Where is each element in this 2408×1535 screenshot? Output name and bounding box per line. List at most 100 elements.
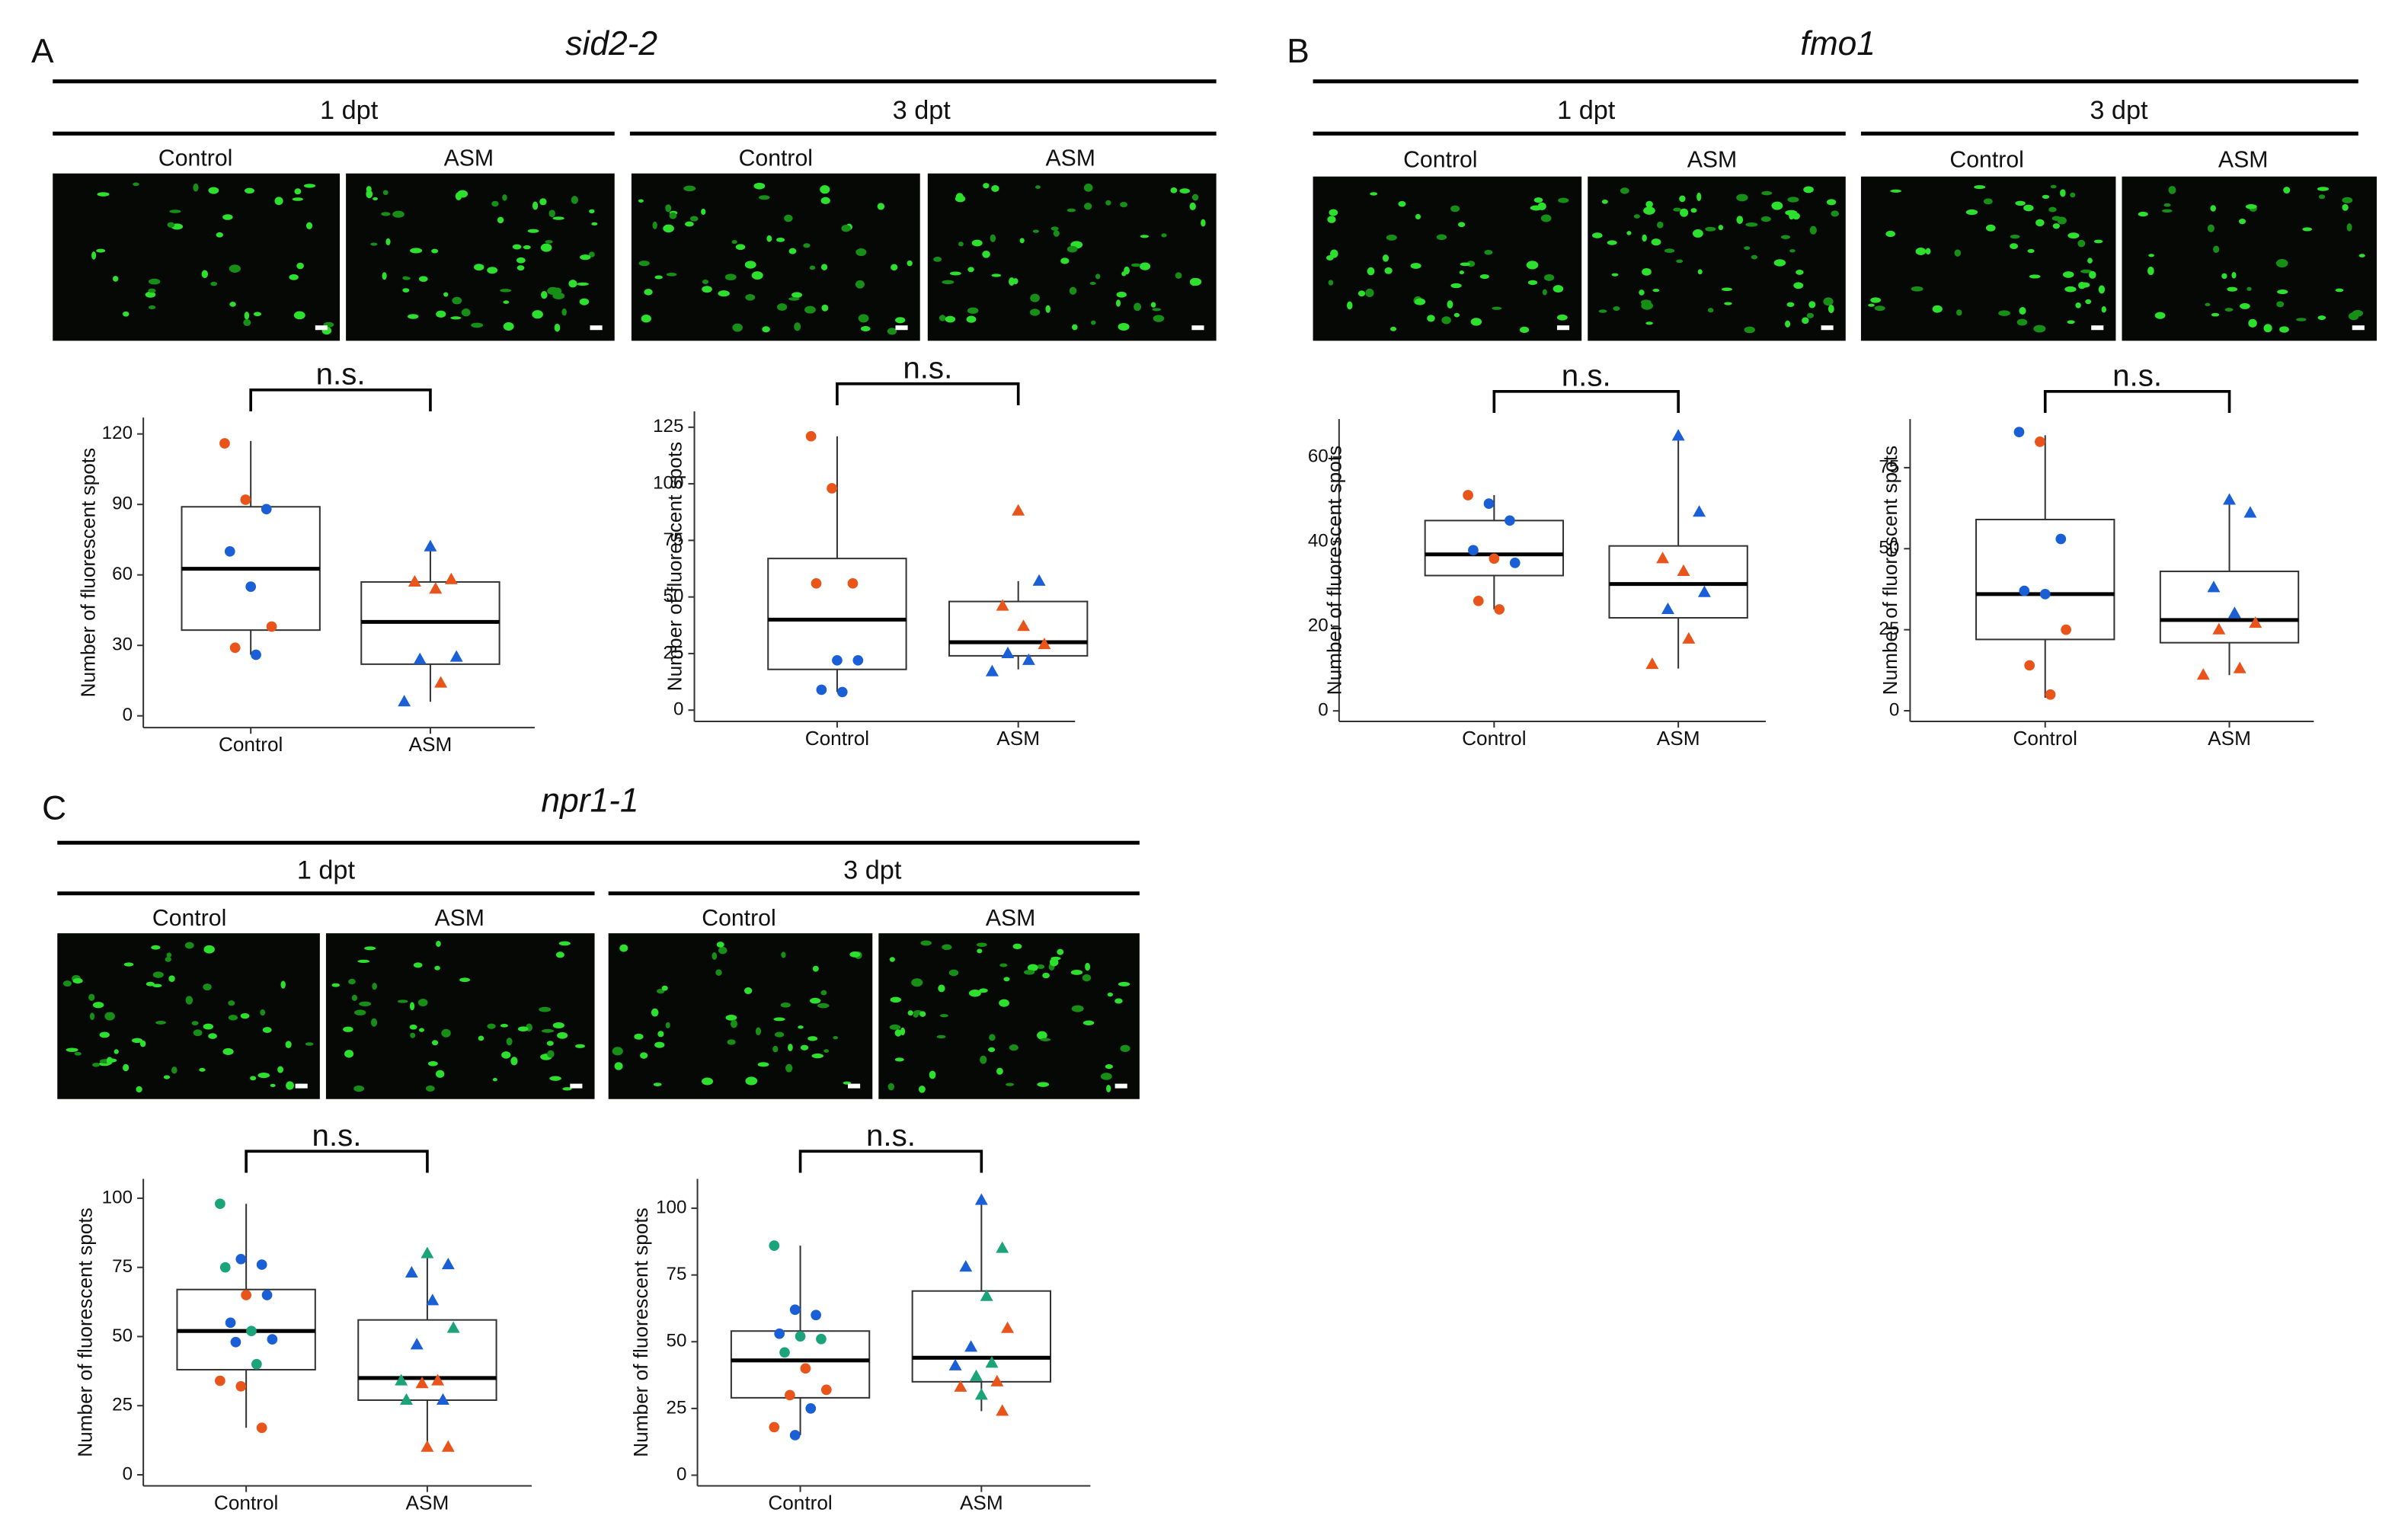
fluorescent-spot bbox=[1697, 269, 1703, 275]
fluorescent-spot bbox=[1071, 324, 1078, 331]
image-label: Control bbox=[1949, 148, 2023, 173]
fluorescent-spot bbox=[527, 229, 539, 233]
fluorescent-spot bbox=[907, 260, 913, 267]
fluorescent-spot bbox=[1519, 326, 1530, 334]
fluorescent-spot bbox=[431, 1040, 439, 1046]
fluorescent-spot bbox=[967, 307, 979, 315]
fluorescent-spot bbox=[402, 288, 410, 293]
fluorescent-spot bbox=[1329, 209, 1338, 216]
fluorescent-spot bbox=[788, 248, 797, 254]
fluorescent-spot bbox=[1705, 226, 1716, 232]
fluorescent-spot bbox=[554, 323, 561, 332]
fluorescent-spot bbox=[1134, 302, 1142, 312]
fluorescent-spot bbox=[167, 222, 175, 228]
fluorescent-spot bbox=[104, 1012, 115, 1021]
data-point bbox=[1022, 653, 1035, 665]
data-point bbox=[2019, 585, 2030, 596]
data-point bbox=[215, 1198, 225, 1210]
fluorescent-spot bbox=[2302, 227, 2313, 232]
fluorescent-spot bbox=[744, 987, 753, 994]
fluorescent-spot bbox=[589, 209, 595, 214]
data-point bbox=[1697, 585, 1711, 597]
y-tick-label: 75 bbox=[112, 1256, 133, 1277]
fluorescent-spot bbox=[1874, 305, 1885, 312]
fluorescent-spot bbox=[552, 216, 564, 220]
fluorescent-spot bbox=[229, 264, 241, 273]
fluorescent-spot bbox=[2342, 197, 2353, 203]
scale-bar bbox=[1556, 325, 1570, 331]
fluorescent-spot bbox=[348, 978, 356, 985]
image-label: Control bbox=[152, 906, 226, 931]
fluorescent-spot bbox=[1175, 272, 1182, 279]
fluorescent-spot bbox=[911, 978, 923, 987]
fluorescent-spot bbox=[1100, 1073, 1112, 1080]
data-point bbox=[996, 1241, 1009, 1253]
fluorescent-spot bbox=[1642, 267, 1652, 276]
fluorescent-spot bbox=[74, 1051, 82, 1056]
data-point bbox=[1001, 646, 1015, 658]
fluorescent-spot bbox=[487, 1023, 496, 1029]
fluorescent-spot bbox=[936, 1035, 946, 1039]
fluorescent-spot bbox=[784, 214, 793, 222]
data-point bbox=[266, 621, 277, 632]
fluorescent-spot bbox=[1106, 1085, 1111, 1092]
image-label: Control bbox=[158, 146, 232, 171]
data-point bbox=[421, 1440, 434, 1452]
data-point bbox=[229, 642, 241, 654]
fluorescent-spot bbox=[894, 1057, 904, 1062]
micrograph bbox=[325, 933, 595, 1099]
data-point bbox=[235, 1253, 247, 1265]
fluorescent-spot bbox=[402, 277, 411, 280]
fluorescent-spot bbox=[1084, 203, 1092, 210]
fluorescent-spot bbox=[1071, 1005, 1084, 1012]
fluorescent-spot bbox=[1652, 288, 1660, 293]
fluorescent-spot bbox=[532, 201, 539, 210]
fluorescent-spot bbox=[1707, 308, 1714, 313]
fluorescent-spot bbox=[1105, 200, 1111, 206]
fluorescent-spot bbox=[1633, 214, 1640, 219]
y-tick-label: 100 bbox=[102, 1187, 133, 1207]
fluorescent-spot bbox=[983, 183, 990, 189]
data-point bbox=[215, 1375, 225, 1386]
fluorescent-spot bbox=[955, 193, 964, 202]
fluorescent-spot bbox=[2211, 312, 2220, 317]
fluorescent-spot bbox=[1115, 299, 1121, 307]
fluorescent-spot bbox=[1006, 1082, 1015, 1086]
fluorescent-spot bbox=[1367, 267, 1375, 276]
data-point bbox=[827, 483, 837, 494]
x-tick-label: ASM bbox=[406, 1492, 449, 1514]
fluorescent-spot bbox=[1053, 230, 1060, 237]
fluorescent-spot bbox=[96, 248, 106, 253]
data-point bbox=[789, 1430, 801, 1441]
fluorescent-spot bbox=[753, 182, 766, 190]
data-point bbox=[996, 599, 1009, 611]
timepoint-label: 3 dpt bbox=[893, 96, 951, 125]
fluorescent-spot bbox=[1601, 199, 1608, 204]
fluorescent-spot bbox=[2070, 192, 2076, 198]
fluorescent-spot bbox=[855, 248, 867, 257]
fluorescent-spot bbox=[2029, 274, 2041, 279]
fluorescent-spot bbox=[669, 212, 677, 219]
data-point bbox=[224, 545, 235, 557]
fluorescent-spot bbox=[991, 273, 1002, 277]
fluorescent-spot bbox=[968, 990, 981, 997]
fluorescent-spot bbox=[1032, 229, 1039, 233]
data-point bbox=[769, 1421, 780, 1433]
fluorescent-spot bbox=[1460, 262, 1470, 267]
fluorescent-spot bbox=[762, 326, 770, 333]
significance-label: n.s. bbox=[312, 1118, 362, 1153]
fluorescent-spot bbox=[1533, 197, 1543, 203]
data-point bbox=[246, 1326, 257, 1337]
fluorescent-spot bbox=[1786, 302, 1795, 307]
fluorescent-spot bbox=[2154, 312, 2166, 319]
fluorescent-spot bbox=[568, 280, 577, 288]
image-label: ASM bbox=[434, 906, 484, 931]
fluorescent-spot bbox=[1051, 226, 1059, 231]
fluorescent-spot bbox=[557, 1031, 568, 1039]
fluorescent-spot bbox=[575, 1044, 585, 1048]
data-point bbox=[415, 1377, 429, 1389]
fluorescent-spot bbox=[1780, 235, 1790, 239]
fluorescent-spot bbox=[1983, 198, 1993, 205]
fluorescent-spot bbox=[229, 302, 236, 307]
